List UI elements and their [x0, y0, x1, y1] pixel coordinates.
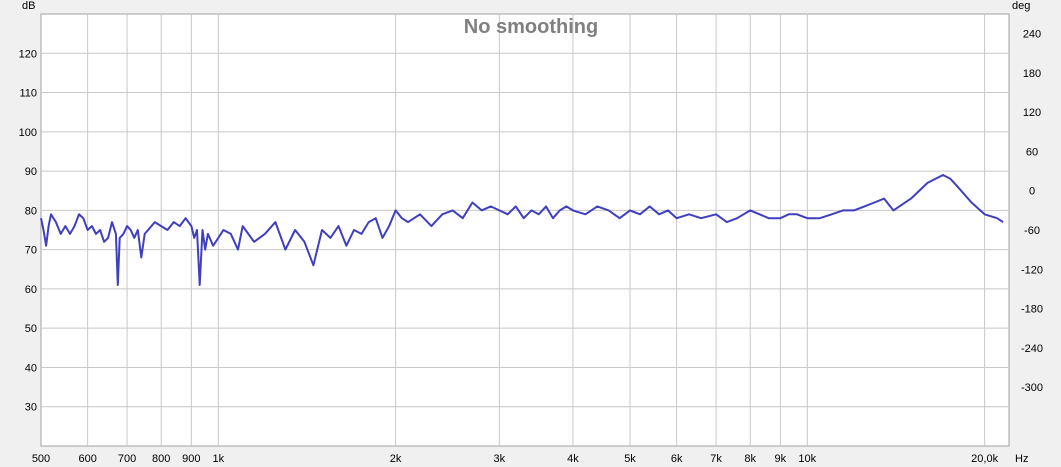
x-tick-label: 1k [212, 453, 224, 465]
y-tick-label-right: 60 [1026, 146, 1038, 158]
x-gridlines [87, 14, 986, 446]
y-tick-label-right: -180 [1021, 304, 1043, 316]
y-gridlines [41, 52, 1009, 408]
series-line [40, 174, 1004, 286]
y-tick-label-left: 70 [25, 245, 37, 257]
x-unit: Hz [1015, 453, 1028, 465]
x-tick-label: 8k [744, 453, 756, 465]
y-tick-label-right: -120 [1021, 264, 1043, 276]
y-tick-label-left: 40 [25, 362, 37, 374]
y-tick-label-right: -60 [1024, 225, 1040, 237]
y-tick-label-left: 30 [25, 402, 37, 414]
series-layer [40, 174, 1004, 286]
x-tick-label: 600 [78, 453, 96, 465]
y-tick-label-left: 60 [25, 284, 37, 296]
chart-title: No smoothing [464, 16, 598, 38]
x-tick-label: 800 [152, 453, 170, 465]
y-tick-label-right: 180 [1023, 68, 1041, 80]
y-tick-label-right: -240 [1021, 343, 1043, 355]
x-tick-label: 10k [798, 453, 816, 465]
y-tick-label-right: 120 [1023, 107, 1041, 119]
y-tick-label-right: -300 [1021, 382, 1043, 394]
x-tick-label: 6k [671, 453, 683, 465]
x-tick-label: 5k [624, 453, 636, 465]
y-tick-labels-left: 30 40 50 60 70 80 90 100 110 120 [19, 48, 37, 413]
x-tick-label: 4k [567, 453, 579, 465]
y-unit-left: dB [22, 0, 35, 12]
y-tick-labels-right: -300 -240 -180 -120 -60 0 60 120 180 240 [1021, 29, 1043, 394]
x-tick-label: 700 [118, 453, 136, 465]
x-tick-label: 9k [775, 453, 787, 465]
x-tick-label: 20,0k [971, 453, 998, 465]
x-tick-label: 2k [390, 453, 402, 465]
y-tick-label-left: 120 [19, 48, 37, 60]
x-tick-label: 900 [182, 453, 200, 465]
y-tick-label-left: 110 [19, 88, 37, 100]
x-tick-label: 3k [494, 453, 506, 465]
y-unit-right: deg [1012, 0, 1030, 12]
x-tick-labels: 500 600 700 800 900 1k 2k 3k 4k 5k 6k 7k 8k 9k 10k 20,0… [32, 453, 999, 465]
y-tick-label-left: 80 [25, 205, 37, 217]
y-tick-label-right: 0 [1029, 186, 1035, 198]
y-tick-label-left: 90 [25, 166, 37, 178]
y-tick-label-right: 240 [1023, 29, 1041, 41]
y-tick-label-left: 50 [25, 323, 37, 335]
plot-area [40, 13, 1010, 447]
y-tick-label-left: 100 [19, 127, 37, 139]
x-tick-label: 7k [710, 453, 722, 465]
x-tick-label: 500 [32, 453, 50, 465]
